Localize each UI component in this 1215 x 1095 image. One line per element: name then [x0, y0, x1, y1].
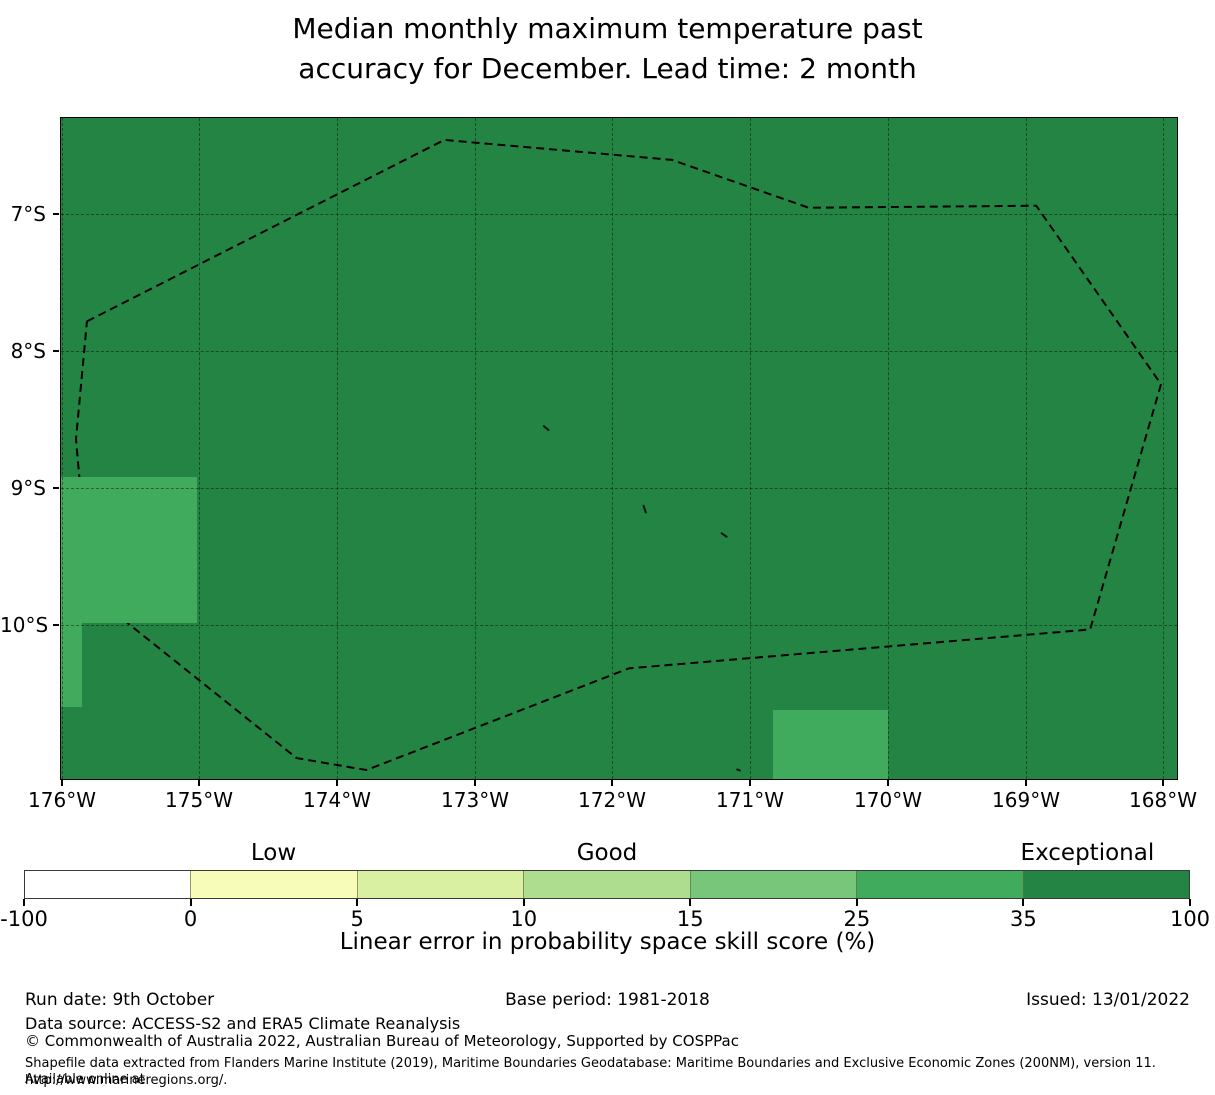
colorbar-tick-label: 25 — [843, 907, 871, 931]
latitude-gridline — [61, 488, 1177, 489]
x-axis-tick — [749, 780, 751, 786]
latitude-gridline — [61, 351, 1177, 352]
colorbar-tick — [855, 899, 858, 906]
x-tick-label: 169°W — [992, 788, 1060, 812]
x-axis-tick — [336, 780, 338, 786]
shapefile-note: Shapefile data extracted from Flanders M… — [25, 1056, 1156, 1087]
y-axis-tick — [53, 350, 59, 352]
colorbar-segment — [190, 871, 357, 898]
y-axis-tick — [53, 624, 59, 626]
copyright-label: © Commonwealth of Australia 2022, Austra… — [25, 1032, 739, 1050]
eez-boundary-line — [74, 138, 1163, 772]
longitude-gridline — [750, 118, 751, 779]
colorbar-tick — [1189, 899, 1191, 906]
latitude-gridline — [61, 625, 1177, 626]
x-axis-tick — [1025, 780, 1027, 786]
colorbar-tick-label: 5 — [350, 907, 364, 931]
colorbar-tick — [1022, 899, 1025, 906]
x-axis-tick — [474, 780, 476, 786]
longitude-gridline — [475, 118, 476, 779]
colorbar-tick — [23, 899, 25, 906]
colorbar-segment — [689, 871, 857, 898]
colorbar-tick — [522, 899, 525, 906]
skill-score-patch — [61, 623, 82, 707]
x-tick-label: 175°W — [165, 788, 233, 812]
map-canvas — [60, 117, 1178, 780]
longitude-gridline — [888, 118, 889, 779]
longitude-gridline — [612, 118, 613, 779]
x-axis-tick — [198, 780, 200, 786]
x-axis-tick — [611, 780, 613, 786]
y-tick-label: 9°S — [10, 476, 46, 500]
x-tick-label: 174°W — [303, 788, 371, 812]
x-tick-label: 168°W — [1129, 788, 1197, 812]
title-line-1: Median monthly maximum temperature past — [292, 12, 923, 45]
colorbar-category-label: Low — [250, 840, 297, 866]
colorbar-axis-label: Linear error in probability space skill … — [339, 929, 876, 955]
colorbar-segment — [356, 871, 524, 898]
x-tick-label: 170°W — [854, 788, 922, 812]
x-axis-tick — [1162, 780, 1164, 786]
x-tick-label: 171°W — [716, 788, 784, 812]
colorbar-tick-label: 10 — [510, 907, 538, 931]
x-axis-tick — [887, 780, 889, 786]
latitude-gridline — [61, 214, 1177, 215]
colorbar-tick-label: 35 — [1010, 907, 1037, 931]
colorbar-segment — [25, 871, 191, 898]
data-source-label: Data source: ACCESS-S2 and ERA5 Climate … — [25, 1014, 461, 1033]
skill-score-patch — [61, 477, 197, 623]
colorbar-segment — [856, 871, 1023, 898]
figure-title: Median monthly maximum temperature past … — [0, 9, 1215, 89]
longitude-gridline — [337, 118, 338, 779]
colorbar-tick-label: 100 — [1169, 907, 1211, 931]
colorbar-segment — [1022, 871, 1189, 898]
longitude-gridline — [1026, 118, 1027, 779]
y-tick-label: 7°S — [10, 202, 46, 226]
x-tick-label: 172°W — [578, 788, 646, 812]
colorbar-category-label: Exceptional — [1020, 840, 1155, 866]
y-axis-tick — [53, 487, 59, 489]
colorbar-segment — [523, 871, 690, 898]
skill-score-patch — [773, 710, 888, 779]
longitude-gridline — [62, 118, 63, 779]
x-axis-tick — [61, 780, 63, 786]
colorbar-tick — [189, 899, 192, 906]
base-period-label: Base period: 1981-2018 — [505, 990, 710, 1010]
eez-boundary-layer — [74, 138, 1163, 772]
run-date-label: Run date: 9th October — [25, 990, 215, 1010]
colorbar-tick-label: 15 — [676, 907, 704, 931]
x-tick-label: 176°W — [28, 788, 96, 812]
y-tick-label: 10°S — [0, 613, 49, 637]
colorbar-tick — [356, 899, 359, 906]
issued-date-label: Issued: 13/01/2022 — [1026, 990, 1190, 1010]
colorbar-tick-label: -100 — [0, 907, 48, 931]
colorbar — [24, 870, 1190, 899]
x-tick-label: 173°W — [441, 788, 509, 812]
y-tick-label: 8°S — [10, 339, 46, 363]
shapefile-url: http://www.marineregions.org/. — [25, 1073, 228, 1088]
colorbar-tick — [689, 899, 692, 906]
colorbar-category-label: Good — [576, 840, 638, 866]
colorbar-tick-label: 0 — [183, 907, 198, 931]
title-line-2: accuracy for December. Lead time: 2 mont… — [298, 52, 917, 85]
y-axis-tick — [53, 213, 59, 215]
longitude-gridline — [1163, 118, 1164, 779]
longitude-gridline — [199, 118, 200, 779]
